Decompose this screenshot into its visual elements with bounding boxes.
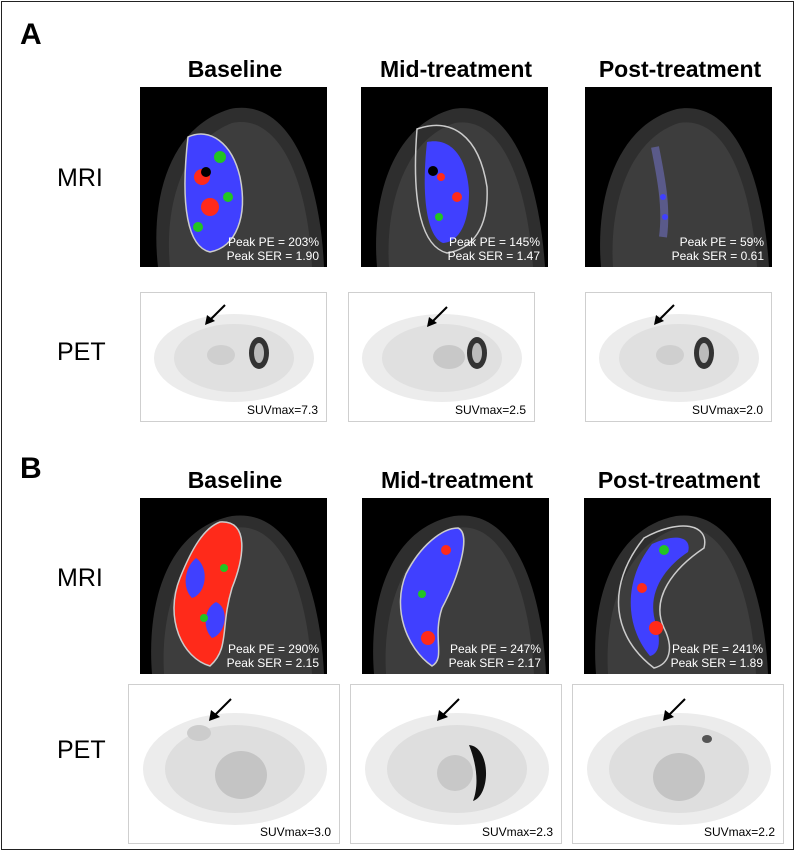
panel-b-row-mri: MRI	[57, 564, 103, 592]
pet-scan-image	[365, 698, 549, 825]
pet-scan-image	[154, 304, 314, 402]
panel-a-mri-mid-stats: Peak PE = 145% Peak SER = 1.47	[448, 235, 540, 263]
panel-a-pet-mid-suv: SUVmax=2.5	[454, 403, 526, 417]
peak-ser-value: Peak SER = 1.90	[226, 249, 319, 263]
panel-b-title-baseline: Baseline	[187, 467, 283, 493]
panel-b-pet-baseline-suv: SUVmax=3.0	[259, 825, 331, 839]
panel-a-title-baseline: Baseline	[187, 56, 283, 82]
panel-b-mri-post-stats: Peak PE = 241% Peak SER = 1.89	[671, 642, 763, 670]
panel-a-pet-baseline: SUVmax=7.3	[140, 292, 327, 422]
peak-ser-value: Peak SER = 1.47	[447, 249, 540, 263]
peak-ser-value: Peak SER = 1.89	[670, 656, 763, 670]
panel-a-mri-post-stats: Peak PE = 59% Peak SER = 0.61	[672, 235, 764, 263]
peak-pe-value: Peak PE = 145%	[448, 235, 540, 249]
arrow-icon	[657, 304, 675, 322]
panel-a-mri-post: Peak PE = 59% Peak SER = 0.61	[585, 87, 772, 267]
peak-pe-value: Peak PE = 59%	[679, 235, 764, 249]
panel-a-pet-post-suv: SUVmax=2.0	[691, 403, 763, 417]
panel-b-label: B	[20, 452, 42, 485]
panel-a-pet-mid: SUVmax=2.5	[348, 292, 535, 422]
peak-pe-value: Peak PE = 241%	[671, 642, 763, 656]
panel-b-pet-mid-suv: SUVmax=2.3	[481, 825, 553, 839]
panel-a-title-post: Post-treatment	[598, 56, 762, 82]
arrow-icon	[208, 304, 226, 322]
panel-a-pet-post: SUVmax=2.0	[585, 292, 772, 422]
panel-b-pet-baseline: SUVmax=3.0	[128, 684, 340, 844]
peak-ser-value: Peak SER = 2.17	[448, 656, 541, 670]
panel-a-label: A	[20, 18, 42, 51]
peak-pe-value: Peak PE = 203%	[227, 235, 319, 249]
peak-ser-value: Peak SER = 2.15	[226, 656, 319, 670]
panel-b-mri-mid: Peak PE = 247% Peak SER = 2.17	[362, 498, 549, 674]
breast-mri-image	[376, 108, 545, 267]
panel-b-row-pet: PET	[57, 736, 106, 764]
panel-a-row-pet: PET	[57, 338, 106, 366]
panel-b-title-mid: Mid-treatment	[380, 467, 534, 493]
pet-scan-image	[362, 306, 522, 402]
panel-b-pet-post-suv: SUVmax=2.2	[703, 825, 775, 839]
panel-a-title-mid: Mid-treatment	[379, 56, 533, 82]
panel-b-mri-mid-stats: Peak PE = 247% Peak SER = 2.17	[449, 642, 541, 670]
panel-b-pet-post: SUVmax=2.2	[572, 684, 784, 844]
breast-mri-image	[600, 108, 769, 267]
panel-b-mri-baseline-stats: Peak PE = 290% Peak SER = 2.15	[227, 642, 319, 670]
arrow-icon	[430, 306, 448, 324]
pet-scan-image	[587, 698, 771, 825]
panel-a-pet-baseline-suv: SUVmax=7.3	[246, 403, 318, 417]
panel-b-pet-mid: SUVmax=2.3	[350, 684, 562, 844]
breast-mri-image	[156, 107, 324, 267]
pet-scan-image	[599, 304, 759, 402]
pet-scan-image	[143, 698, 327, 825]
panel-a-mri-baseline-stats: Peak PE = 203% Peak SER = 1.90	[227, 235, 319, 263]
breast-mri-image	[595, 515, 768, 674]
panel-a-mri-mid: Peak PE = 145% Peak SER = 1.47	[361, 87, 548, 267]
peak-ser-value: Peak SER = 0.61	[671, 249, 764, 263]
panel-a-row-mri: MRI	[57, 164, 103, 192]
peak-pe-value: Peak PE = 290%	[227, 642, 319, 656]
peak-pe-value: Peak PE = 247%	[449, 642, 541, 656]
panel-b-mri-post: Peak PE = 241% Peak SER = 1.89	[584, 498, 771, 674]
breast-mri-image	[373, 515, 546, 674]
breast-mri-image	[151, 515, 324, 674]
panel-a-mri-baseline: Peak PE = 203% Peak SER = 1.90	[140, 87, 327, 267]
panel-b-title-post: Post-treatment	[597, 467, 761, 493]
panel-b-mri-baseline: Peak PE = 290% Peak SER = 2.15	[140, 498, 327, 674]
